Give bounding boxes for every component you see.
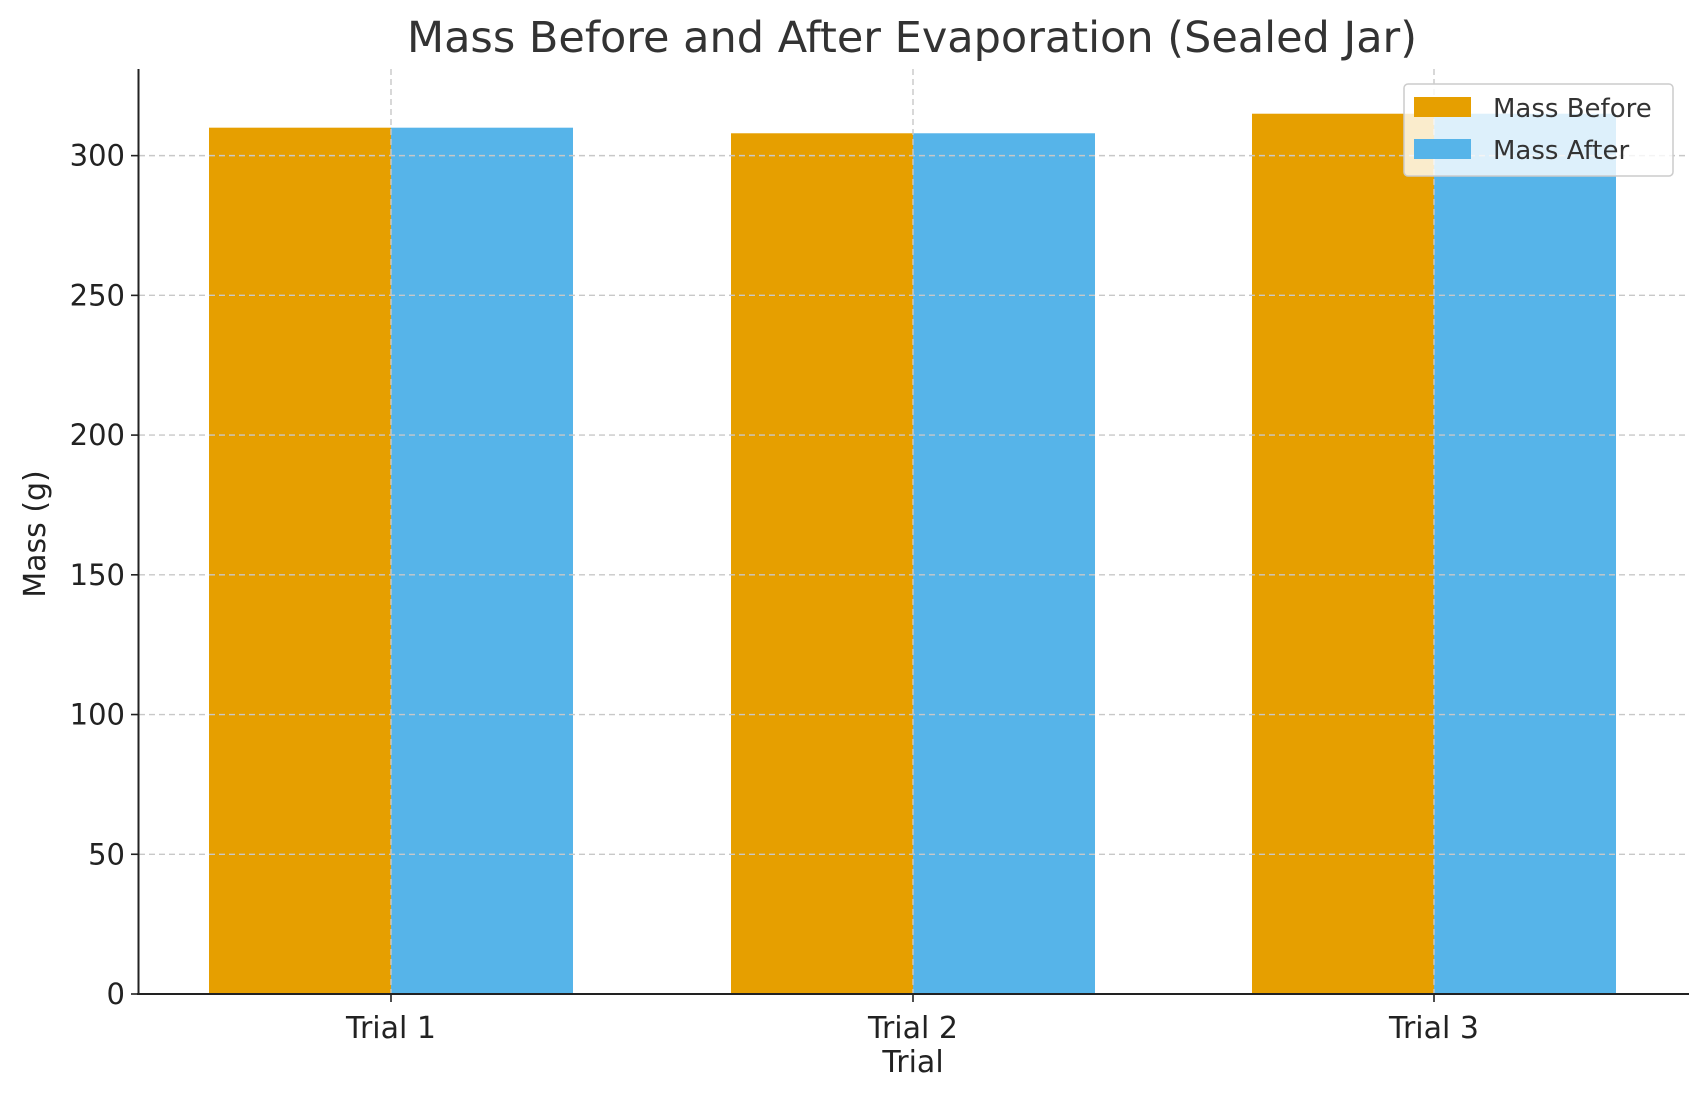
bar-mass-after-1 [391,127,573,995]
x-axis-ticks: Trial 1 Trial 2 Trial 3 [345,994,1479,1046]
y-tick-label: 200 [70,418,125,452]
bar-mass-before-1 [209,127,391,995]
legend-label-mass-after: Mass After [1493,136,1629,166]
bar-mass-after-2 [913,133,1095,995]
legend-swatch-mass-after [1414,139,1471,159]
legend: Mass Before Mass After [1403,83,1674,177]
bars [209,113,1616,995]
y-tick-label: 150 [70,558,125,592]
bar-mass-before-3 [1252,113,1434,994]
chart-title: Mass Before and After Evaporation (Seale… [407,13,1417,63]
y-tick-label: 100 [70,698,125,732]
y-tick-label: 250 [70,278,125,312]
x-axis-label: Trial [881,1045,943,1080]
x-tick-label: Trial 3 [1388,1011,1479,1046]
bar-mass-before-2 [731,133,913,995]
y-tick-label: 50 [88,837,125,871]
y-tick-label: 0 [107,977,125,1011]
legend-label-mass-before: Mass Before [1493,94,1652,124]
legend-swatch-mass-before [1414,97,1471,117]
bar-mass-after-3 [1434,113,1616,994]
y-axis-ticks: 0 50 100 150 200 250 300 [70,139,139,1011]
x-tick-label: Trial 2 [867,1011,958,1046]
x-tick-label: Trial 1 [345,1011,436,1046]
legend-box [1403,83,1674,177]
y-axis-label: Mass (g) [18,470,53,598]
y-tick-label: 300 [70,139,125,173]
